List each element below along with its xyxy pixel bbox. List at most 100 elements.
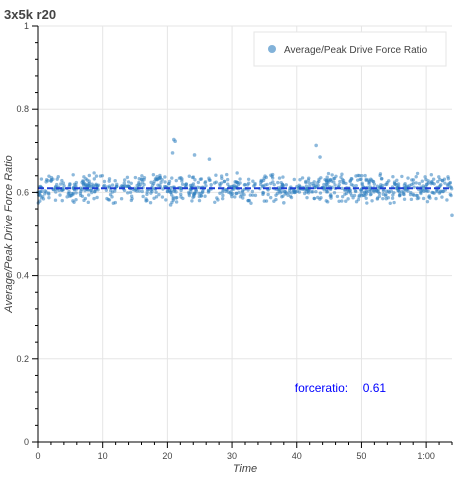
data-point	[304, 190, 309, 194]
data-point	[357, 173, 362, 178]
data-point	[445, 198, 449, 202]
data-point	[421, 196, 426, 201]
data-point	[164, 198, 168, 202]
data-point	[58, 193, 62, 197]
data-point	[53, 198, 58, 202]
data-point	[338, 179, 342, 184]
data-point	[363, 173, 367, 178]
data-point	[324, 178, 329, 183]
data-point	[384, 189, 389, 193]
data-point	[397, 190, 402, 194]
data-point	[212, 181, 217, 185]
data-point	[352, 193, 357, 198]
x-tick-label: 30	[227, 451, 237, 461]
data-point	[294, 190, 298, 194]
data-point	[47, 174, 51, 178]
data-point	[174, 200, 179, 204]
data-point	[266, 192, 270, 197]
data-point	[441, 189, 445, 194]
data-point	[300, 176, 305, 180]
data-point	[387, 179, 391, 183]
data-point	[307, 184, 312, 188]
data-point	[253, 193, 258, 198]
data-point	[173, 139, 177, 144]
data-point	[251, 179, 255, 183]
data-point	[425, 199, 430, 204]
data-point	[337, 199, 341, 204]
data-point	[160, 177, 164, 182]
data-point	[400, 190, 404, 194]
data-point	[392, 190, 396, 195]
data-point	[438, 190, 442, 194]
data-point	[283, 189, 288, 194]
data-point	[307, 181, 311, 185]
data-point	[171, 198, 175, 202]
data-point	[414, 175, 418, 179]
data-point	[166, 189, 170, 194]
data-point	[411, 178, 416, 182]
data-point	[432, 182, 436, 186]
data-point	[381, 189, 386, 193]
y-axis-label: Average/Peak Drive Force Ratio	[3, 155, 15, 314]
data-point	[240, 190, 245, 194]
data-point	[342, 181, 346, 185]
data-point	[334, 174, 338, 178]
data-point	[364, 192, 369, 196]
data-point	[74, 180, 79, 185]
y-tick-label: 0	[24, 437, 29, 447]
legend[interactable]: Average/Peak Drive Force Ratio	[253, 31, 447, 67]
data-point	[49, 175, 54, 180]
data-point	[369, 192, 373, 196]
data-point	[330, 173, 334, 177]
data-point	[159, 180, 163, 185]
data-point	[344, 199, 348, 203]
data-point	[225, 177, 230, 182]
data-point	[87, 179, 91, 183]
data-point	[250, 189, 255, 194]
data-point	[443, 181, 447, 185]
data-point	[46, 179, 50, 183]
data-point	[324, 182, 328, 187]
data-point	[311, 183, 316, 188]
data-point	[174, 190, 178, 194]
data-point	[400, 174, 404, 179]
data-point	[315, 195, 320, 200]
data-point	[309, 190, 314, 194]
data-point	[346, 197, 350, 201]
data-point	[179, 195, 183, 199]
data-point	[278, 191, 282, 195]
data-point	[428, 196, 432, 200]
data-point	[340, 186, 344, 191]
data-point	[387, 190, 391, 194]
data-point	[440, 195, 444, 199]
data-point	[328, 194, 332, 198]
data-point	[440, 178, 445, 183]
data-point	[80, 194, 85, 199]
data-point	[180, 182, 185, 186]
data-point	[420, 179, 424, 183]
data-point	[155, 178, 159, 182]
legend-box	[253, 31, 447, 67]
data-point	[269, 195, 273, 200]
data-point	[113, 178, 117, 183]
data-point	[54, 190, 58, 194]
data-point	[106, 197, 111, 202]
data-point	[380, 176, 384, 181]
data-point	[191, 195, 195, 200]
data-point	[284, 183, 288, 187]
data-point	[306, 178, 311, 182]
data-point	[39, 177, 44, 181]
data-point	[102, 179, 107, 184]
data-point	[395, 178, 399, 182]
data-points	[36, 137, 454, 218]
data-point	[378, 172, 383, 176]
data-point	[110, 183, 115, 187]
data-point	[417, 181, 422, 186]
data-point	[340, 199, 344, 203]
data-point	[193, 191, 197, 195]
data-point	[90, 182, 94, 186]
data-point	[360, 174, 364, 178]
data-point	[448, 181, 452, 185]
data-point	[82, 198, 86, 203]
